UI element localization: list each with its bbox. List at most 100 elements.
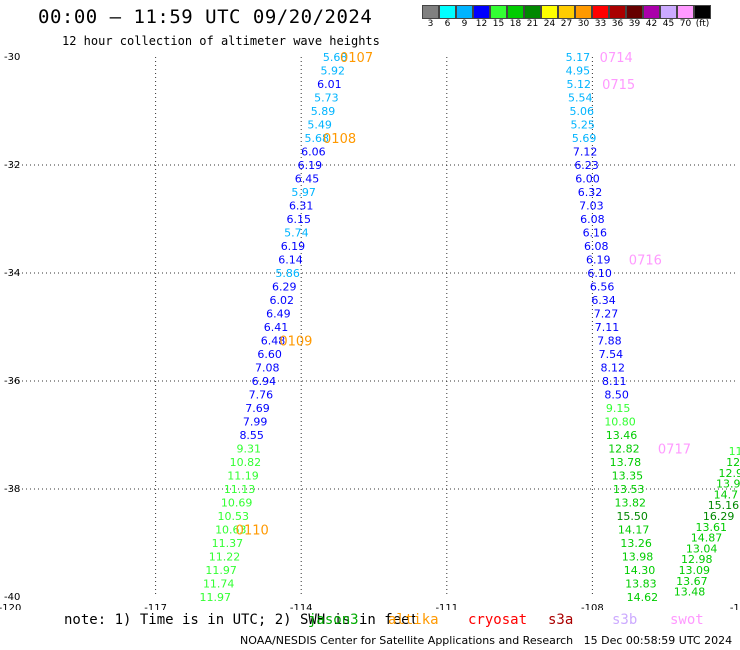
- wave-height-value: 5.25: [570, 119, 595, 132]
- wave-height-value: 6.32: [578, 186, 603, 199]
- wave-height-value: 15.16: [708, 499, 740, 512]
- wave-height-value: 7.03: [579, 200, 604, 213]
- pass-time-label: 0107: [340, 51, 373, 66]
- wave-height-value: 15.50: [616, 510, 648, 523]
- color-scale-label: 24: [543, 19, 556, 29]
- pass-time-label: 0108: [323, 132, 356, 147]
- wave-height-value: 13.04: [686, 542, 718, 555]
- wave-height-value: 6.56: [590, 281, 615, 294]
- wave-height-value: 13.09: [679, 564, 711, 577]
- chart-subtitle: 12 hour collection of altimeter wave hei…: [62, 34, 380, 48]
- color-scale-label: 70: [679, 19, 692, 29]
- wave-height-value: 6.14: [278, 254, 303, 267]
- color-scale-label: 27: [560, 19, 573, 29]
- color-scale-label: 45: [662, 19, 675, 29]
- color-scale-legend: 3 6 9 12 15 18 21 24 27 30 33 36 39 42 45 70 (ft): [422, 5, 711, 29]
- wave-height-value: 7.54: [599, 348, 624, 361]
- wave-height-value: 10.63: [215, 524, 247, 537]
- wave-height-value: 14.87: [691, 532, 723, 545]
- color-swatch: [643, 5, 660, 19]
- color-scale-label: 39: [628, 19, 641, 29]
- wave-height-value: 5.17: [566, 51, 591, 64]
- y-tick-label: -30: [4, 52, 20, 63]
- wave-height-value: 6.49: [266, 308, 291, 321]
- wave-height-value: 11.13: [224, 483, 256, 496]
- wave-height-value: 13.48: [674, 586, 706, 599]
- y-tick-label: -38: [4, 484, 20, 495]
- y-tick-label: -32: [4, 160, 20, 171]
- wave-height-value: 10.69: [221, 497, 253, 510]
- wave-height-value: 6.02: [270, 294, 295, 307]
- wave-height-value: 14.17: [618, 524, 650, 537]
- satellite-legend-item: altika: [388, 612, 439, 628]
- wave-height-value: 6.34: [591, 294, 616, 307]
- y-tick-label: -40: [4, 592, 20, 603]
- color-swatch: [439, 5, 456, 19]
- wave-height-value: 5.97: [291, 186, 316, 199]
- wave-height-value: 14.30: [624, 564, 656, 577]
- wave-height-value: 11.22: [209, 551, 241, 564]
- color-scale-label: 36: [611, 19, 624, 29]
- satellite-legend-item: swot: [670, 612, 704, 628]
- wave-height-value: 7.27: [594, 308, 619, 321]
- wave-height-value: 6.19: [281, 240, 306, 253]
- pass-time-label: 0716: [629, 254, 662, 269]
- footer-note: note: 1) Time is in UTC; 2) SWH is in fe…: [64, 612, 419, 628]
- wave-height-value: 13.61: [696, 521, 728, 534]
- color-scale-label: 33: [594, 19, 607, 29]
- color-swatch: [473, 5, 490, 19]
- color-scale-labels: 3 6 9 12 15 18 21 24 27 30 33 36 39 42 45 70 (ft): [422, 19, 711, 29]
- color-swatch: [609, 5, 626, 19]
- y-tick-label: -36: [4, 376, 20, 387]
- x-tick-label: -111: [435, 603, 458, 610]
- x-tick-label: -108: [581, 603, 604, 610]
- wave-height-value: 13.26: [620, 537, 652, 550]
- satellite-legend-item: s3b: [612, 612, 638, 628]
- wave-height-value: 7.08: [255, 362, 280, 375]
- wave-height-value: 11.97: [205, 564, 237, 577]
- pass-time-label: 0714: [600, 51, 633, 66]
- color-scale-label: 3: [427, 19, 434, 29]
- wave-height-value: 5.73: [314, 92, 339, 105]
- color-swatch: [524, 5, 541, 19]
- chart-title: 00:00 – 11:59 UTC 09/20/2024: [38, 6, 373, 28]
- wave-height-value: 13.46: [606, 429, 638, 442]
- wave-height-value: 16.29: [703, 510, 735, 523]
- wave-height-value: 5.68: [304, 132, 329, 145]
- wave-height-value: 6.31: [289, 200, 314, 213]
- color-scale-label: 9: [461, 19, 468, 29]
- satellite-legend-item: s3a: [548, 612, 574, 628]
- wave-height-value: 6.19: [586, 254, 611, 267]
- wave-height-value: 5.92: [320, 65, 345, 78]
- satellite-legend-item: jason3: [308, 612, 359, 628]
- color-swatch: [422, 5, 439, 19]
- wave-height-value: 5.86: [275, 267, 300, 280]
- color-scale-label: (ft): [695, 19, 710, 29]
- wave-height-value: 13.98: [622, 551, 654, 564]
- wave-height-value: 11.74: [203, 578, 235, 591]
- color-swatch: [456, 5, 473, 19]
- wave-height-value: 9.31: [237, 443, 262, 456]
- color-swatch: [558, 5, 575, 19]
- wave-height-value: 13.67: [676, 575, 708, 588]
- wave-height-value: 10.82: [230, 456, 262, 469]
- color-scale-swatches: [422, 5, 711, 19]
- wave-height-value: 13.53: [613, 483, 645, 496]
- wave-height-value: 6.23: [574, 159, 599, 172]
- satellite-legend: jason3 altika cryosat s3a s3b swot: [0, 612, 740, 632]
- color-scale-label: 15: [492, 19, 505, 29]
- wave-height-value: 8.50: [604, 389, 629, 402]
- color-swatch: [694, 5, 711, 19]
- wave-height-value: 6.08: [580, 213, 605, 226]
- wave-height-value: 11.97: [200, 591, 232, 604]
- wave-height-value: 12.98: [681, 553, 713, 566]
- wave-height-value: 13.9: [716, 478, 740, 491]
- x-tick-label: -117: [144, 603, 167, 610]
- color-swatch: [575, 5, 592, 19]
- wave-height-value: 5.68: [323, 51, 348, 64]
- wave-height-value: 13.35: [612, 470, 644, 483]
- wave-height-value: 5.54: [568, 92, 593, 105]
- wave-height-value: 12.82: [608, 443, 640, 456]
- x-tick-label: -114: [290, 603, 313, 610]
- wave-height-value: 6.15: [287, 213, 312, 226]
